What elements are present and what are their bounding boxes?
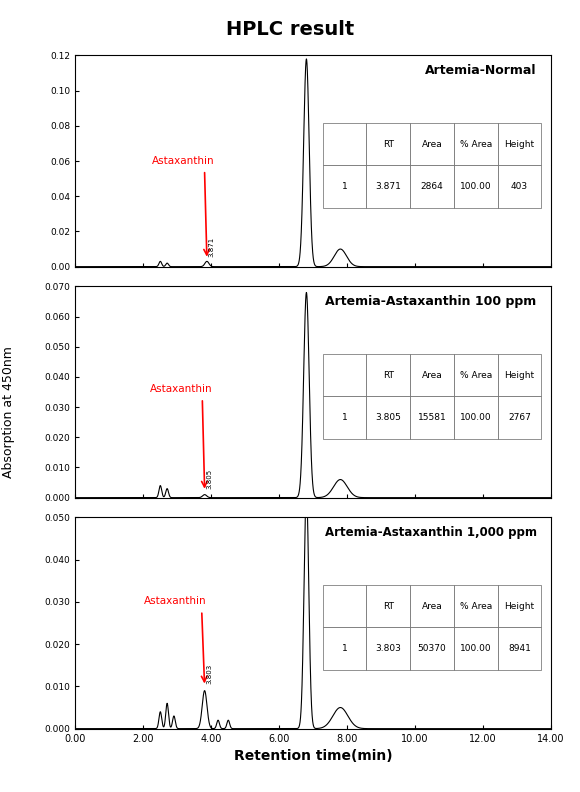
- Text: Astaxanthin: Astaxanthin: [150, 384, 212, 394]
- Text: Artemia-Astaxanthin 100 ppm: Artemia-Astaxanthin 100 ppm: [325, 295, 536, 308]
- Text: 3.871: 3.871: [209, 238, 215, 257]
- X-axis label: Retention time(min): Retention time(min): [234, 749, 393, 763]
- Text: Astaxanthin: Astaxanthin: [152, 155, 215, 166]
- Text: 3.803: 3.803: [206, 664, 212, 684]
- Text: HPLC result: HPLC result: [226, 20, 354, 39]
- Text: Astaxanthin: Astaxanthin: [144, 596, 207, 606]
- Text: Absorption at 450nm: Absorption at 450nm: [2, 346, 15, 478]
- Text: 3.805: 3.805: [206, 470, 212, 489]
- Text: Artemia-Normal: Artemia-Normal: [425, 64, 536, 77]
- Text: Artemia-Astaxanthin 1,000 ppm: Artemia-Astaxanthin 1,000 ppm: [325, 526, 536, 539]
